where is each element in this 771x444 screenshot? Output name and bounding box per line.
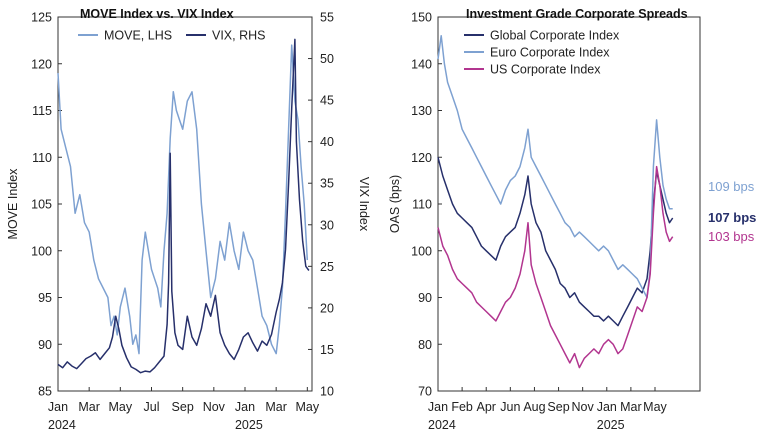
y-tick-label: 110 <box>412 198 432 212</box>
right-legend: Global Corporate Index Euro Corporate Ind… <box>464 29 620 77</box>
left-y-axis-ticks: 85 90 95 100 105 110 115 120 125 <box>31 11 62 399</box>
y2-tick-label: 55 <box>320 11 334 25</box>
end-label-euro-corporate-index: 109 bps <box>708 179 755 194</box>
x-tick-label: Sep <box>172 400 194 414</box>
right-series-lines <box>437 34 674 369</box>
y-tick-label: 125 <box>31 11 52 25</box>
y-tick-label: 120 <box>31 57 52 71</box>
y2-tick-label: 50 <box>320 52 334 66</box>
left-secondary-y-axis-ticks: 10 15 20 25 30 35 40 45 50 55 <box>308 11 334 399</box>
right-y-axis-label: OAS (bps) <box>388 175 402 233</box>
x-tick-label: May <box>296 400 320 414</box>
x-tick-label: Nov <box>572 400 595 414</box>
y-tick-label: 150 <box>411 11 432 25</box>
y2-tick-label: 35 <box>320 177 334 191</box>
left-series-lines <box>57 38 310 374</box>
y-tick-label: 115 <box>32 104 52 118</box>
x-tick-label: Jan <box>235 400 255 414</box>
y-tick-label: 100 <box>411 244 432 258</box>
y-tick-label: 130 <box>411 104 432 118</box>
left-y-axis-label: MOVE Index <box>6 168 20 240</box>
series-line-global-corporate-index <box>437 157 674 327</box>
y-tick-label: 140 <box>411 57 432 71</box>
legend-label-euro-corporate-index: Euro Corporate Index <box>490 46 610 60</box>
legend-label-global-corporate-index: Global Corporate Index <box>490 29 620 43</box>
y-tick-label: 90 <box>38 338 52 352</box>
y2-tick-label: 10 <box>320 385 334 399</box>
legend-label-move-lhs: MOVE, LHS <box>104 29 172 43</box>
x-tick-label: Aug <box>523 400 545 414</box>
x-tick-label: Mar <box>78 400 100 414</box>
x-tick-label: Mar <box>265 400 287 414</box>
x-tick-label: May <box>109 400 133 414</box>
y-tick-label: 105 <box>31 198 52 212</box>
series-line-euro-corporate-index <box>437 34 673 299</box>
x-tick-label: May <box>643 400 667 414</box>
x-tick-label: Apr <box>476 400 495 414</box>
end-label-us-corporate-index: 103 bps <box>708 229 755 244</box>
y-tick-label: 100 <box>31 244 52 258</box>
legend-label-vix-rhs: VIX, RHS <box>212 29 266 43</box>
right-chart-ig-spreads: 70 80 90 100 110 120 130 140 150 Jan 2024 Feb Apr Ju… <box>388 7 756 432</box>
legend-label-us-corporate-index: US Corporate Index <box>490 63 601 77</box>
x-tick-label: Feb <box>451 400 473 414</box>
series-line-us-corporate-index <box>437 165 674 369</box>
left-legend: MOVE, LHS VIX, RHS <box>78 29 266 43</box>
x-tick-label: Jul <box>144 400 160 414</box>
series-line-vix-rhs <box>57 38 310 374</box>
y2-tick-label: 20 <box>320 301 334 315</box>
x-tick-label: Jun <box>500 400 520 414</box>
y2-tick-label: 40 <box>320 135 334 149</box>
y2-tick-label: 15 <box>320 343 334 357</box>
y2-tick-label: 25 <box>320 260 334 274</box>
x-tick-label: Jan <box>597 400 617 414</box>
x-tick-label: Jan <box>428 400 448 414</box>
y2-tick-label: 30 <box>320 218 334 232</box>
y-tick-label: 110 <box>32 151 52 165</box>
x-tick-label: Nov <box>203 400 226 414</box>
y-tick-label: 70 <box>418 385 432 399</box>
right-y-axis-ticks: 70 80 90 100 110 120 130 140 150 <box>411 11 442 399</box>
y2-tick-label: 45 <box>320 94 334 108</box>
x-tick-year-label: 2025 <box>597 418 625 432</box>
right-chart-title: Investment Grade Corporate Spreads <box>466 7 688 21</box>
y-tick-label: 80 <box>418 338 432 352</box>
x-tick-label: Sep <box>547 400 569 414</box>
x-tick-year-label: 2025 <box>235 418 263 432</box>
left-chart-title: MOVE Index vs. VIX Index <box>80 7 234 21</box>
y-tick-label: 85 <box>38 385 52 399</box>
x-tick-label: Mar <box>620 400 642 414</box>
y-tick-label: 95 <box>38 291 52 305</box>
left-secondary-y-axis-label: VIX Index <box>357 177 371 232</box>
x-tick-year-label: 2024 <box>48 418 76 432</box>
y-tick-label: 90 <box>418 291 432 305</box>
x-tick-label: Jan <box>48 400 68 414</box>
x-tick-year-label: 2024 <box>428 418 456 432</box>
right-end-labels: 109 bps 107 bps 103 bps <box>708 179 756 244</box>
y-tick-label: 120 <box>411 151 432 165</box>
end-label-global-corporate-index: 107 bps <box>708 210 756 225</box>
series-line-move-lhs <box>57 44 309 355</box>
